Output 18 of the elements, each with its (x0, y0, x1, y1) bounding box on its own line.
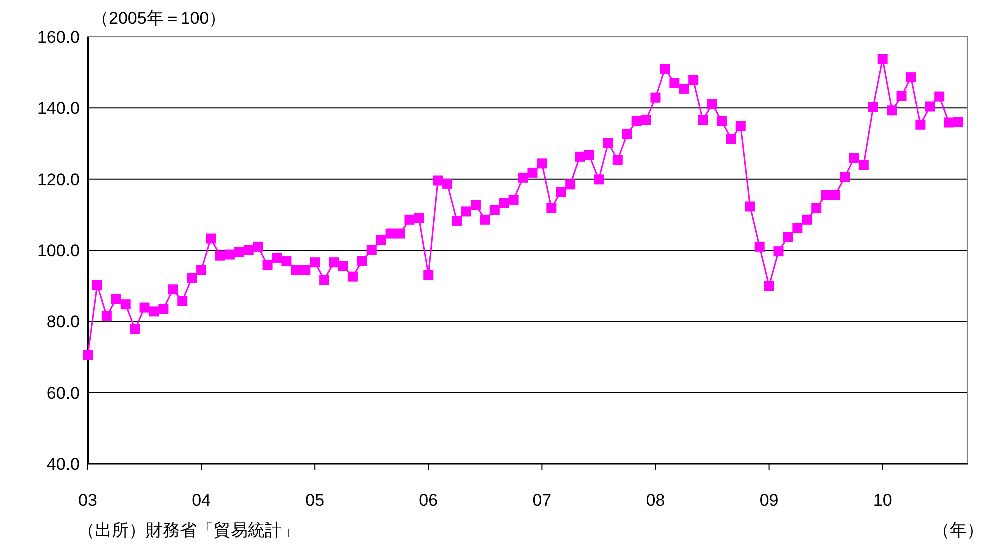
x-tick-label: 09 (760, 491, 779, 510)
x-tick-label: 10 (873, 491, 892, 510)
y-tick-label: 60.0 (46, 384, 80, 403)
y-tick-label: 80.0 (46, 312, 80, 332)
y-tick-label: 120.0 (37, 170, 80, 190)
x-tick-label: 08 (646, 491, 666, 510)
x-tick-label: 04 (192, 491, 212, 510)
x-tick-label: 03 (78, 491, 98, 510)
x-tick-label: 05 (306, 491, 325, 510)
y-tick-label: 140.0 (37, 99, 80, 118)
x-tick-label: 07 (532, 491, 552, 510)
text: （出所）財務省「貿易統計」 (78, 521, 299, 540)
y-tick-label: 40.0 (46, 455, 80, 474)
y-tick-label: 100.0 (37, 242, 80, 260)
x-axis-title: （年） (933, 521, 984, 540)
x-tick-label: 06 (419, 491, 438, 510)
y-axis-title: （2005年＝100） (92, 9, 226, 28)
y-tick-label: 160.0 (37, 28, 80, 47)
